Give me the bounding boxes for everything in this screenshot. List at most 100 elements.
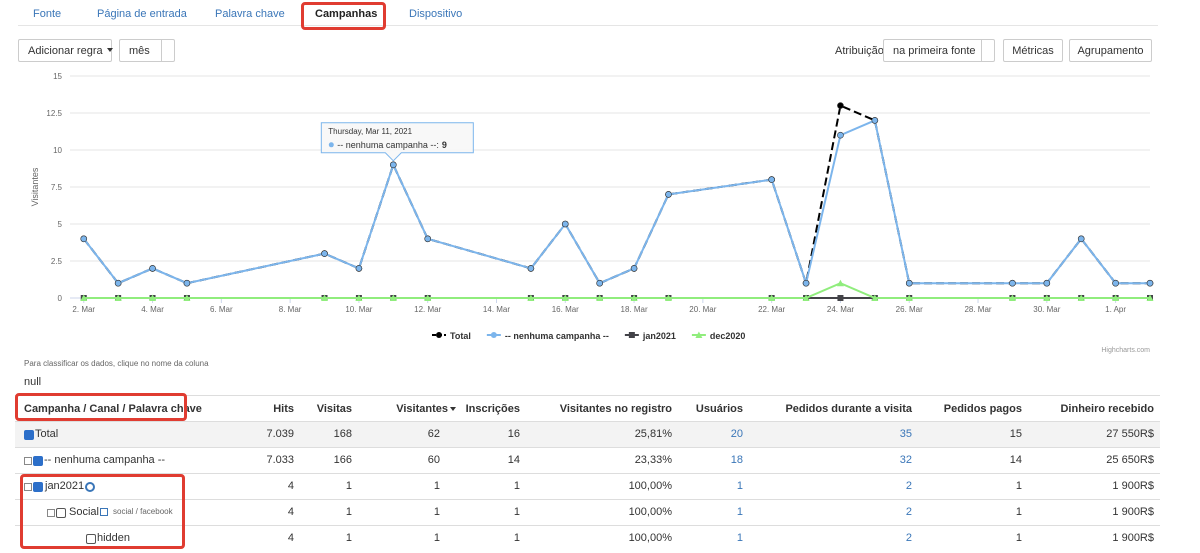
cell: 23,33%: [634, 454, 672, 466]
edit-icon[interactable]: [100, 508, 108, 516]
cell: 1 900R$: [1112, 532, 1154, 544]
attribution-select[interactable]: na primeira fonte: [883, 39, 995, 62]
marker: [630, 265, 638, 272]
marker: [596, 294, 604, 301]
marker: [527, 265, 535, 272]
marker: [355, 265, 363, 272]
cell-link[interactable]: 2: [905, 532, 912, 544]
legend-marker: [436, 332, 442, 338]
cell: 100,00%: [628, 480, 672, 492]
header-cell[interactable]: Visitas: [316, 403, 352, 415]
marker: [1112, 294, 1120, 301]
series: [80, 102, 1154, 288]
cell: 4: [287, 480, 294, 492]
header-cell[interactable]: Visitantes no registro: [559, 403, 672, 415]
tab[interactable]: Página de entrada: [97, 8, 187, 20]
header-cell[interactable]: Inscrições: [465, 403, 520, 415]
header-cell[interactable]: Visitantes: [396, 403, 456, 415]
cell: 4: [287, 506, 294, 518]
tab[interactable]: Palavra chave: [215, 8, 285, 20]
tooltip-dot: [328, 142, 334, 148]
marker: [768, 294, 776, 301]
header-cell[interactable]: Campanha / Canal / Palavra chave: [24, 403, 202, 415]
marker: [1043, 279, 1051, 287]
expand-toggle[interactable]: [24, 457, 32, 465]
x-tick-label: 30. Mar: [1033, 305, 1060, 314]
highlight: [20, 474, 185, 549]
x-tick-label: 16. Mar: [552, 305, 579, 314]
cell: 1 900R$: [1112, 506, 1154, 518]
button-label: Adicionar regra: [28, 45, 103, 57]
expand-toggle[interactable]: [47, 509, 55, 517]
series-line: [82, 104, 1150, 288]
cell-link[interactable]: 32: [899, 454, 912, 466]
table-note: Para classificar os dados, clique no nom…: [24, 359, 209, 368]
marker: [1146, 279, 1154, 287]
legend-marker: [628, 332, 635, 338]
x-tick-label: 24. Mar: [827, 305, 854, 314]
cell-link[interactable]: 20: [730, 428, 743, 440]
expand-toggle[interactable]: [24, 483, 32, 491]
x-tick-label: 2. Mar: [72, 305, 95, 314]
checkbox[interactable]: [24, 430, 34, 440]
cell: 1: [345, 480, 352, 492]
cell-link[interactable]: 2: [905, 480, 912, 492]
header-cell[interactable]: Hits: [273, 403, 294, 415]
marker: [836, 279, 844, 287]
cell: 1: [1015, 480, 1022, 492]
header-cell[interactable]: Usuários: [695, 403, 743, 415]
legend-item[interactable]: jan2021: [624, 331, 676, 341]
cell-link[interactable]: 1: [736, 532, 743, 544]
marker: [768, 176, 775, 183]
marker: [596, 279, 603, 287]
chart: 0 2.5 5 7.5 10 12.5 15 2. Mar 4. Mar 6. Mar 8. Mar…: [30, 72, 1154, 354]
header-cell[interactable]: Pedidos durante a visita: [785, 403, 912, 415]
marker: [183, 294, 191, 301]
y-tick-label: 0: [58, 294, 63, 303]
x-tick-label: 10. Mar: [345, 305, 372, 314]
cell-link[interactable]: 2: [905, 506, 912, 518]
tab-active[interactable]: Campanhas: [315, 8, 378, 20]
tab[interactable]: Fonte: [33, 8, 62, 20]
y-tick-label: 12.5: [46, 109, 62, 118]
add-rule-button[interactable]: Adicionar regra: [18, 39, 113, 62]
cell: 1: [513, 480, 520, 492]
grouping-button[interactable]: Agrupamento: [1069, 39, 1152, 62]
legend-item[interactable]: -- nenhuma campanha --: [486, 331, 609, 341]
cell-link[interactable]: 1: [736, 506, 743, 518]
select-arrow: [981, 40, 996, 61]
legend-item[interactable]: Total: [432, 331, 471, 341]
y-tick-label: 7.5: [51, 183, 63, 192]
y-tick-label: 5: [58, 220, 63, 229]
cell-link[interactable]: 35: [899, 428, 912, 440]
marker: [871, 117, 879, 124]
row-label: jan2021: [45, 480, 85, 492]
checkbox[interactable]: [33, 482, 43, 492]
checkbox[interactable]: [33, 456, 43, 466]
legend-item[interactable]: dec2020: [691, 331, 746, 341]
marker: [424, 294, 432, 301]
header-row: Campanha / Canal / Palavra chave Hits Visi…: [15, 395, 1160, 421]
marker: [561, 220, 569, 228]
metrics-button[interactable]: Métricas: [1003, 39, 1063, 62]
cell: 14: [1009, 454, 1022, 466]
header-cell[interactable]: Pedidos pagos: [943, 403, 1022, 415]
tooltip-title: Thursday, Mar 11, 2021: [328, 127, 412, 136]
header-cell[interactable]: Dinheiro recebido: [1060, 403, 1154, 415]
cell-link[interactable]: 18: [730, 454, 743, 466]
settings-icon[interactable]: [85, 482, 95, 492]
marker: [355, 294, 363, 301]
cell-link[interactable]: 1: [736, 480, 743, 492]
marker: [424, 235, 432, 243]
tooltip-value: 9: [442, 140, 447, 150]
tab[interactable]: Dispositivo: [409, 8, 463, 20]
cell: 1: [345, 506, 352, 518]
marker: [802, 294, 810, 301]
period-select[interactable]: mês: [119, 39, 175, 62]
x-tick-label: 26. Mar: [896, 305, 923, 314]
cell: 100,00%: [628, 506, 672, 518]
checkbox[interactable]: [56, 508, 66, 518]
marker: [1112, 279, 1119, 287]
checkbox[interactable]: [86, 534, 96, 544]
caret: [106, 47, 113, 55]
